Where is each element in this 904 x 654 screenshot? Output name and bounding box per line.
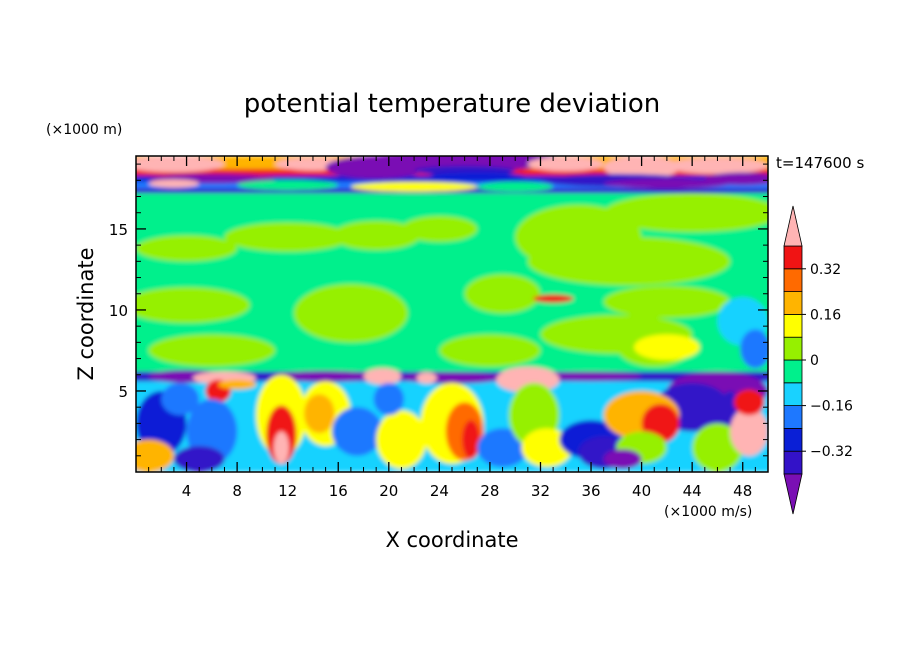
colorbar-swatch xyxy=(783,382,803,406)
y-tick-label: 5 xyxy=(118,383,128,401)
band-top-1 xyxy=(136,188,768,194)
colorbar-swatch xyxy=(783,268,803,292)
colorbar-swatch xyxy=(783,405,803,429)
mid-patch-4 xyxy=(331,220,421,250)
low-patch-24 xyxy=(730,407,768,456)
colorbar-swatch xyxy=(783,336,803,361)
pink-patch-5 xyxy=(218,379,257,390)
colorbar-tick-label: 0.32 xyxy=(810,262,841,278)
top-patch-10 xyxy=(603,178,731,189)
top-patch-16 xyxy=(426,172,528,182)
colorbar-extend-top xyxy=(783,205,803,247)
x-tick-label: 20 xyxy=(379,482,398,500)
mid-patch-1 xyxy=(136,235,238,262)
top-patch-15 xyxy=(477,181,554,192)
colorbar-tick-label: 0 xyxy=(810,353,819,369)
low-patch-8 xyxy=(304,394,335,434)
y-axis-label: Z coordinate xyxy=(74,247,98,380)
top-patch-12 xyxy=(148,179,200,188)
colorbar-swatch xyxy=(783,359,803,384)
mid-patch-14 xyxy=(603,193,768,233)
x-tick-label: 48 xyxy=(733,482,752,500)
colorbar-swatch xyxy=(783,291,803,315)
y-axis-ticks: 5 10 15 xyxy=(109,163,768,457)
low-patch-26 xyxy=(161,382,200,416)
low-patch-6 xyxy=(273,431,289,464)
low-patch-1 xyxy=(136,439,174,472)
red-streak xyxy=(532,294,574,303)
low-patch-23 xyxy=(692,423,743,472)
low-patch-15 xyxy=(477,428,528,468)
x-axis-ticks: 4 8 12 16 20 24 28 32 36 40 44 48 xyxy=(148,156,756,500)
top-patch-5 xyxy=(527,156,604,172)
colorbar-extend-bottom xyxy=(783,473,803,515)
x-axis-label: X coordinate xyxy=(385,528,518,552)
x-tick-label: 36 xyxy=(581,482,600,500)
low-patch-17 xyxy=(521,428,573,468)
low-patch-27 xyxy=(603,449,642,469)
pink-patch-1 xyxy=(363,368,402,385)
y-tick-label: 15 xyxy=(109,221,128,239)
low-patch-10 xyxy=(376,410,427,469)
x-tick-label: 8 xyxy=(232,482,242,500)
x-tick-label: 24 xyxy=(430,482,449,500)
time-label: t=147600 s xyxy=(776,154,864,172)
x-tick-label: 44 xyxy=(683,482,702,500)
colorbar-swatch xyxy=(783,427,803,452)
x-tick-label: 32 xyxy=(531,482,550,500)
x-tick-label: 28 xyxy=(480,482,499,500)
mid-patch-0 xyxy=(136,287,250,323)
x-tick-label: 4 xyxy=(182,482,192,500)
x-tick-label: 16 xyxy=(329,482,348,500)
colorbar-tick-label: −0.16 xyxy=(810,399,853,415)
chart-title: potential temperature deviation xyxy=(244,89,660,119)
low-patch-11 xyxy=(373,382,404,416)
neg-patch-3 xyxy=(540,371,642,382)
x-unit-label: (×1000 m/s) xyxy=(664,504,752,520)
colorbar-swatch xyxy=(783,313,803,338)
low-patch-25 xyxy=(733,389,765,416)
top-patch-13 xyxy=(350,181,478,192)
top-patch-0 xyxy=(136,156,225,173)
mid-patch-8 xyxy=(527,237,731,286)
yellow-bulge xyxy=(634,334,700,361)
colorbar-tick-label: −0.32 xyxy=(810,444,853,460)
colorbar: 0.32 0.16 0 −0.16 −0.32 xyxy=(783,205,853,515)
colorbar-tick-label: 0.16 xyxy=(810,307,841,323)
colorbar-swatch xyxy=(783,450,803,475)
y-tick-label: 10 xyxy=(109,302,128,320)
mid-patch-5 xyxy=(401,215,478,242)
y-unit-label: (×1000 m) xyxy=(46,122,122,138)
neg-patch-1 xyxy=(275,370,377,383)
heatmap-field xyxy=(136,156,768,472)
low-patch-14 xyxy=(462,420,480,460)
mid-patch-3 xyxy=(294,284,408,343)
mid-patch-6 xyxy=(464,274,541,314)
x-tick-label: 40 xyxy=(632,482,651,500)
top-patch-6 xyxy=(603,156,680,179)
top-patch-14 xyxy=(237,180,339,191)
mid-patch-11 xyxy=(439,334,541,367)
mid-patch-9 xyxy=(603,285,731,319)
x-tick-label: 12 xyxy=(278,482,297,500)
mid-patch-12 xyxy=(148,334,276,367)
blue-right xyxy=(740,329,768,369)
low-patch-9 xyxy=(331,407,383,456)
mid-patch-2 xyxy=(224,222,351,252)
pink-patch-2 xyxy=(416,372,437,384)
colorbar-swatch xyxy=(783,245,803,270)
